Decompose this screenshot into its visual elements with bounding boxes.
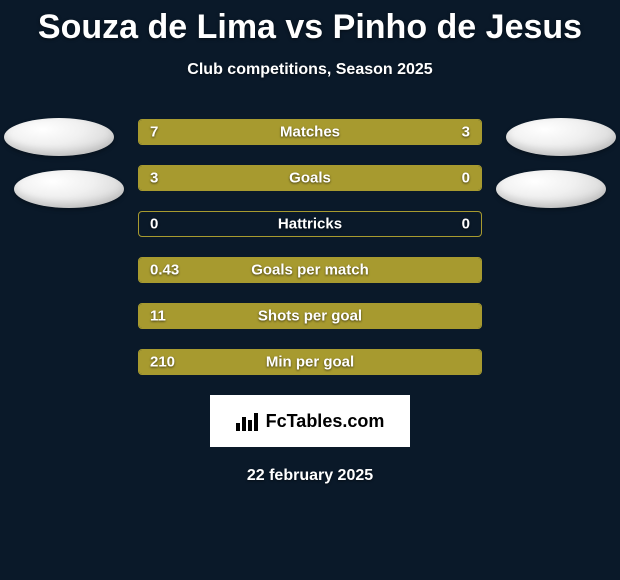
stat-row: Shots per goal11	[138, 303, 482, 329]
bar-track	[138, 257, 482, 283]
stat-row: Hattricks00	[138, 211, 482, 237]
bar-left	[139, 350, 481, 374]
bar-track	[138, 211, 482, 237]
stat-row: Min per goal210	[138, 349, 482, 375]
bar-track	[138, 165, 482, 191]
logo-text: FcTables.com	[266, 411, 385, 432]
logo-box: FcTables.com	[210, 395, 410, 447]
bar-right	[368, 120, 481, 144]
bars-icon	[236, 411, 260, 431]
date-label: 22 february 2025	[0, 467, 620, 485]
stat-row: Matches73	[138, 119, 482, 145]
bar-right	[396, 166, 482, 190]
bar-left	[139, 166, 396, 190]
bar-track	[138, 119, 482, 145]
bar-left	[139, 120, 368, 144]
bar-left	[139, 258, 481, 282]
bar-track	[138, 303, 482, 329]
stat-row: Goals30	[138, 165, 482, 191]
page-subtitle: Club competitions, Season 2025	[0, 61, 620, 79]
page-title: Souza de Lima vs Pinho de Jesus	[0, 0, 620, 47]
bar-left	[139, 304, 481, 328]
stat-row: Goals per match0.43	[138, 257, 482, 283]
bar-track	[138, 349, 482, 375]
comparison-chart: Matches73 Goals30 Hattricks00 Goals per mat…	[0, 119, 620, 375]
